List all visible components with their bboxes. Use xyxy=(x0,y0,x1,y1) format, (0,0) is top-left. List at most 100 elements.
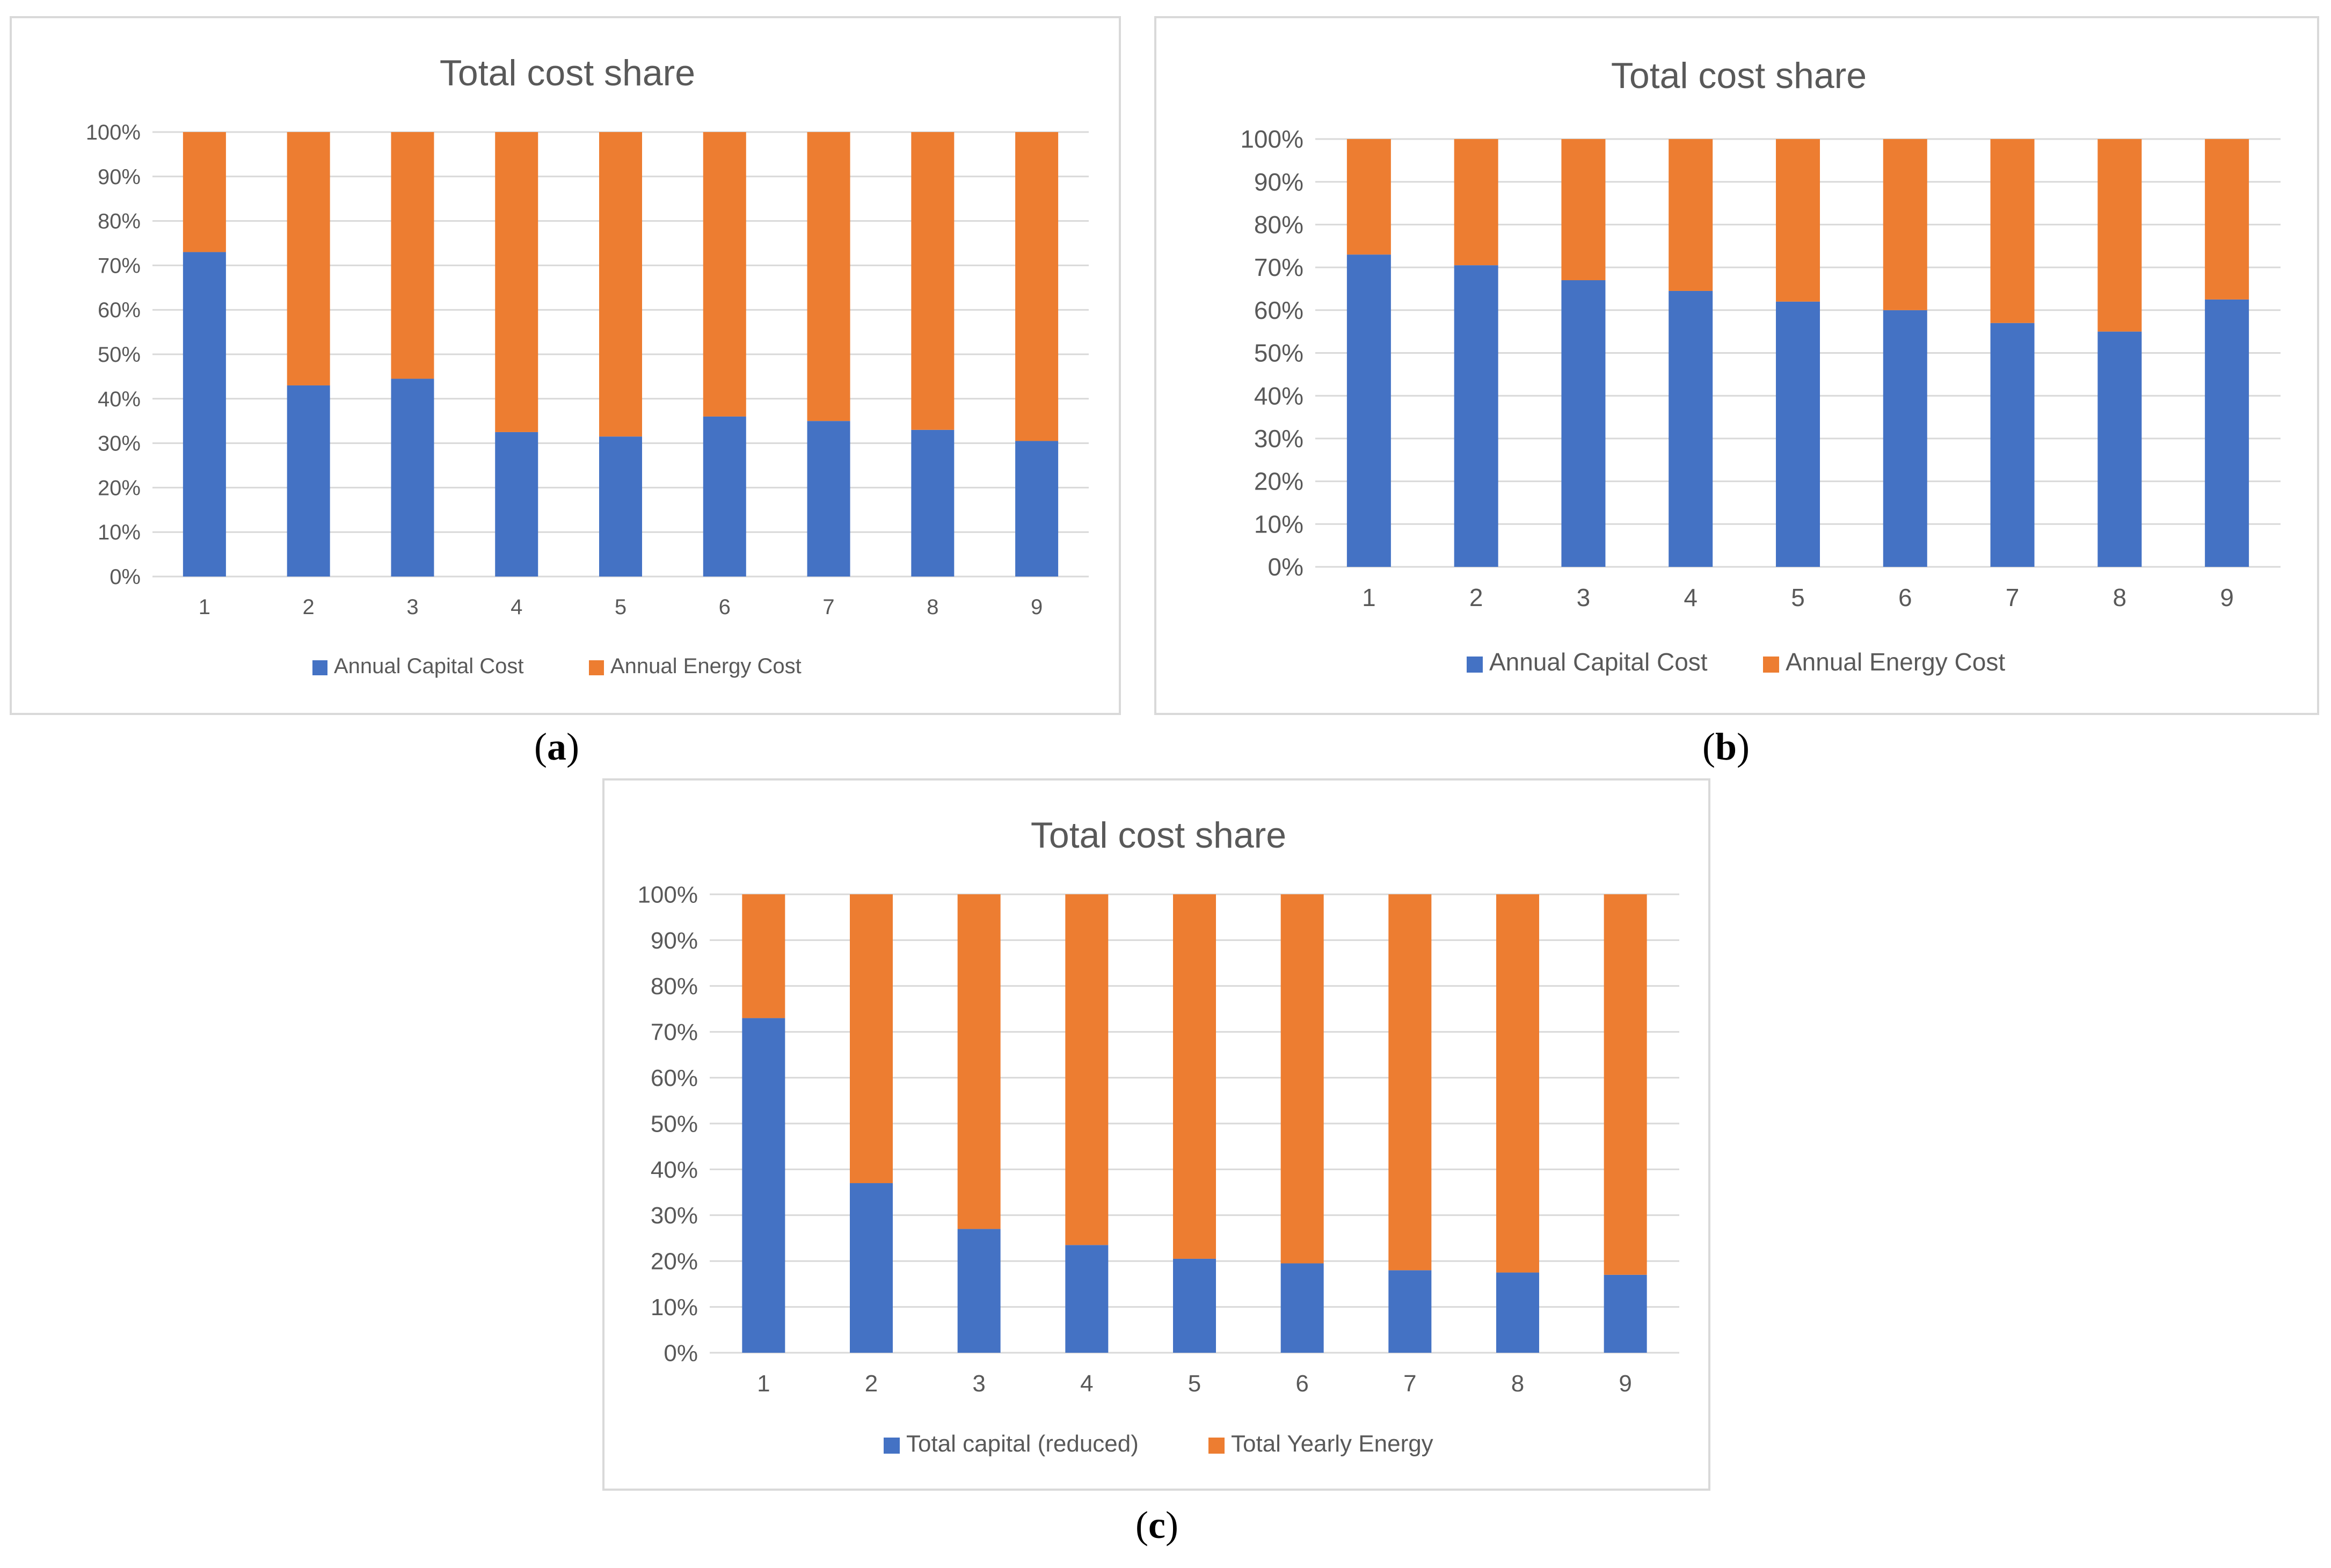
x-tick-label: 6 xyxy=(1295,1370,1308,1397)
x-tick-label: 7 xyxy=(822,595,834,619)
caption-a: (a) xyxy=(534,725,579,768)
chart-title: Total cost share xyxy=(1031,815,1286,856)
bar-bottom-segment xyxy=(742,1018,785,1353)
y-tick-label: 90% xyxy=(651,928,698,954)
chart-panel-a: Total cost share 0% 10% 20% 30% 40% 50% 60% 70% 8… xyxy=(10,16,1121,715)
legend-swatch xyxy=(1467,657,1483,673)
bar-top-segment xyxy=(1280,894,1324,1264)
y-tick-label: 100% xyxy=(1240,125,1303,153)
x-tick-label: 3 xyxy=(406,595,418,619)
x-tick-label: 7 xyxy=(1403,1370,1416,1397)
x-tick-label: 5 xyxy=(615,595,627,619)
bar-bottom-segment xyxy=(1776,301,1820,567)
legend-label: Annual Energy Cost xyxy=(610,654,802,678)
bar-top-segment xyxy=(1776,139,1820,302)
bar-bottom-segment xyxy=(1065,1245,1109,1353)
chart-panel-b: Total cost share 0% 10% 20% 30% 40% 50% 60% 70% 8… xyxy=(1154,16,2319,715)
y-tick-label: 40% xyxy=(1254,382,1303,410)
y-tick-label: 50% xyxy=(98,343,141,367)
x-tick-label: 4 xyxy=(511,595,522,619)
chart-b-svg: Total cost share 0% 10% 20% 30% 40% 50% 60% 70% 8… xyxy=(1240,55,2281,676)
bar-top-segment xyxy=(183,132,226,252)
bar-top-segment xyxy=(495,132,538,432)
bar-bottom-segment xyxy=(183,252,226,577)
y-tick-label: 10% xyxy=(98,521,141,544)
bar-top-segment xyxy=(911,132,955,430)
x-tick-label: 5 xyxy=(1791,584,1805,611)
y-tick-label: 30% xyxy=(651,1202,698,1229)
bar-bottom-segment xyxy=(1990,323,2035,567)
bar-top-segment xyxy=(1604,894,1647,1275)
y-tick-label: 0% xyxy=(110,565,141,589)
bar-top-segment xyxy=(1669,139,1713,291)
bar-top-segment xyxy=(1496,894,1539,1273)
bar-bottom-segment xyxy=(703,416,746,577)
legend-swatch xyxy=(589,660,604,675)
y-tick-label: 100% xyxy=(86,121,141,144)
chart-c-svg: Total cost share 0% 10% 20% 30% 40% 50% 60% 70% 8… xyxy=(637,815,1679,1457)
y-tick-label: 30% xyxy=(1254,425,1303,453)
x-tick-label: 6 xyxy=(1898,584,1912,611)
y-tick-label: 70% xyxy=(651,1019,698,1046)
y-tick-label: 70% xyxy=(1254,253,1303,281)
bar-top-segment xyxy=(1883,139,1927,310)
bar-top-segment xyxy=(957,894,1001,1229)
x-tick-label: 9 xyxy=(2220,584,2234,611)
x-tick-label: 4 xyxy=(1684,584,1698,611)
caption-b: (b) xyxy=(1702,725,1750,768)
bar-bottom-segment xyxy=(957,1229,1001,1353)
y-tick-label: 10% xyxy=(651,1294,698,1321)
y-tick-label: 70% xyxy=(98,254,141,278)
bar-bottom-segment xyxy=(1173,1258,1216,1353)
x-tick-label: 5 xyxy=(1188,1370,1201,1397)
y-tick-label: 20% xyxy=(1254,468,1303,495)
x-tick-label: 9 xyxy=(1031,595,1043,619)
x-tick-label: 2 xyxy=(303,595,315,619)
legend-swatch xyxy=(312,660,327,675)
bar-bottom-segment xyxy=(1388,1270,1432,1353)
bar-top-segment xyxy=(850,894,893,1184)
bar-bottom-segment xyxy=(2097,331,2142,567)
y-tick-label: 80% xyxy=(98,210,141,234)
x-tick-label: 8 xyxy=(927,595,938,619)
x-tick-label: 3 xyxy=(972,1370,985,1397)
y-tick-label: 20% xyxy=(651,1249,698,1275)
y-tick-label: 90% xyxy=(98,165,141,189)
chart-panel-c: Total cost share 0% 10% 20% 30% 40% 50% 60% 70% 8… xyxy=(602,778,1710,1491)
y-tick-label: 0% xyxy=(1268,553,1303,581)
y-tick-label: 40% xyxy=(651,1157,698,1183)
bar-top-segment xyxy=(599,132,642,437)
bar-top-segment xyxy=(703,132,746,417)
y-tick-label: 30% xyxy=(98,432,141,456)
bar-bottom-segment xyxy=(850,1183,893,1353)
bar-top-segment xyxy=(1454,139,1498,266)
bar-top-segment xyxy=(1561,139,1606,281)
bar-bottom-segment xyxy=(1883,310,1927,567)
bar-top-segment xyxy=(1346,139,1391,255)
bar-top-segment xyxy=(1990,139,2035,323)
y-tick-label: 60% xyxy=(651,1065,698,1091)
y-tick-label: 50% xyxy=(1254,339,1303,367)
bar-bottom-segment xyxy=(807,421,850,577)
legend-label: Total Yearly Energy xyxy=(1231,1431,1433,1457)
x-tick-label: 8 xyxy=(1511,1370,1524,1397)
bar-bottom-segment xyxy=(1346,254,1391,567)
y-tick-label: 80% xyxy=(651,973,698,1000)
x-tick-label: 6 xyxy=(719,595,731,619)
caption-c: (c) xyxy=(1135,1504,1178,1547)
x-tick-label: 8 xyxy=(2113,584,2127,611)
x-tick-label: 4 xyxy=(1080,1370,1093,1397)
y-tick-label: 40% xyxy=(98,388,141,411)
bar-bottom-segment xyxy=(391,378,434,577)
bar-top-segment xyxy=(2205,139,2249,300)
bar-top-segment xyxy=(287,132,330,385)
x-tick-label: 1 xyxy=(1362,584,1376,611)
bar-top-segment xyxy=(391,132,434,379)
y-tick-label: 20% xyxy=(98,476,141,500)
legend-swatch xyxy=(1208,1438,1225,1454)
y-tick-label: 60% xyxy=(1254,296,1303,324)
bar-top-segment xyxy=(807,132,850,421)
y-tick-label: 60% xyxy=(98,298,141,322)
bar-bottom-segment xyxy=(599,436,642,577)
bar-top-segment xyxy=(1173,894,1216,1259)
